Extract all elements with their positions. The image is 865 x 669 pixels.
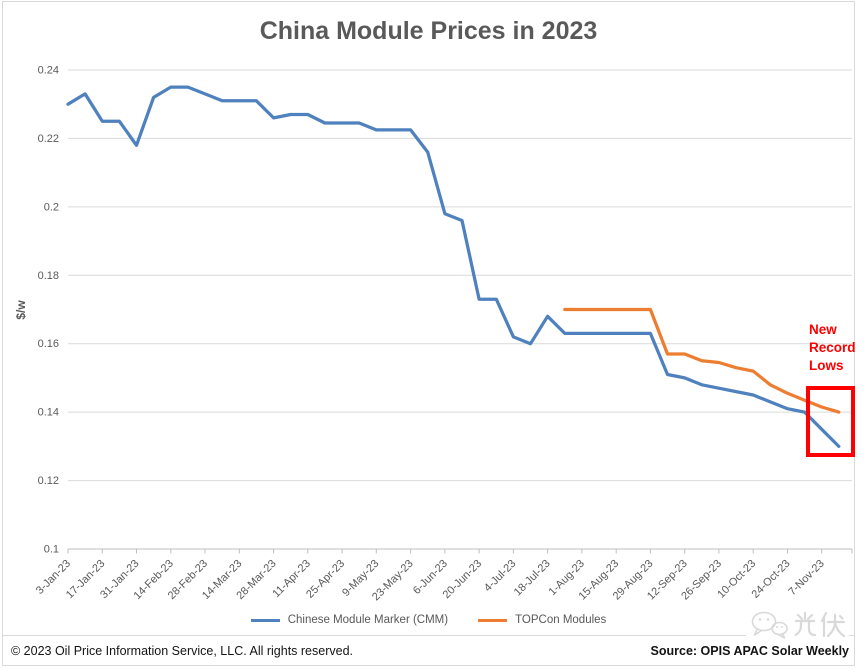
new-record-lows-annotation: New Record Lows [809,322,856,373]
y-tick-label: 0.1 [44,544,59,556]
x-axis [67,548,853,554]
y-tick-label: 0.24 [38,65,59,77]
y-tick-label: 0.18 [38,270,59,282]
gridlines [68,69,852,482]
x-tick-label: 18-Jul-23 [512,558,553,599]
y-tick-label: 0.22 [38,133,59,145]
cmm-line [66,85,841,449]
y-axis-labels: 0.24 0.22 0.2 0.18 0.16 0.14 0.12 0.1 [38,65,59,556]
wechat-guangfu-logo [746,609,849,641]
y-tick-label: 0.2 [44,201,59,213]
wechat-icon [751,611,788,639]
chart-legend: Chinese Module Marker (CMM) TOPCon Modul… [3,614,854,626]
legend-label-cmm: Chinese Module Marker (CMM) [287,614,449,626]
y-axis-title: $/w [14,300,28,320]
legend-label-topcon: TOPCon Modules [515,614,607,626]
guangfu-characters-icon [794,612,846,638]
x-axis-labels: 3-Jan-2317-Jan-2331-Jan-2314-Feb-2328-Fe… [34,558,827,604]
price-line-chart: 0.24 0.22 0.2 0.18 0.16 0.14 0.12 0.1 $/w 3-Jan-2… [14,65,853,604]
topcon-line-swatch-icon [478,618,508,622]
y-tick-label: 0.16 [38,338,59,350]
copyright-text: © 2023 Oil Price Information Service, LL… [11,644,353,658]
record-lows-highlight-box [806,386,855,457]
chart-region: 0.24 0.22 0.2 0.18 0.16 0.14 0.12 0.1 $/w 3-Jan-2… [3,2,856,636]
footer: © 2023 Oil Price Information Service, LL… [3,609,854,665]
source-text: Source: OPIS APAC Solar Weekly [650,644,849,658]
legend-item-topcon: TOPCon Modules [478,614,606,626]
y-tick-label: 0.14 [38,407,59,419]
cmm-line-swatch-icon [250,618,280,622]
chart-title: China Module Prices in 2023 [259,17,598,45]
x-tick-label: 7-Nov-23 [786,558,826,598]
topcon-line [563,307,841,414]
legend-item-cmm: Chinese Module Marker (CMM) [250,614,449,626]
y-tick-label: 0.12 [38,475,59,487]
